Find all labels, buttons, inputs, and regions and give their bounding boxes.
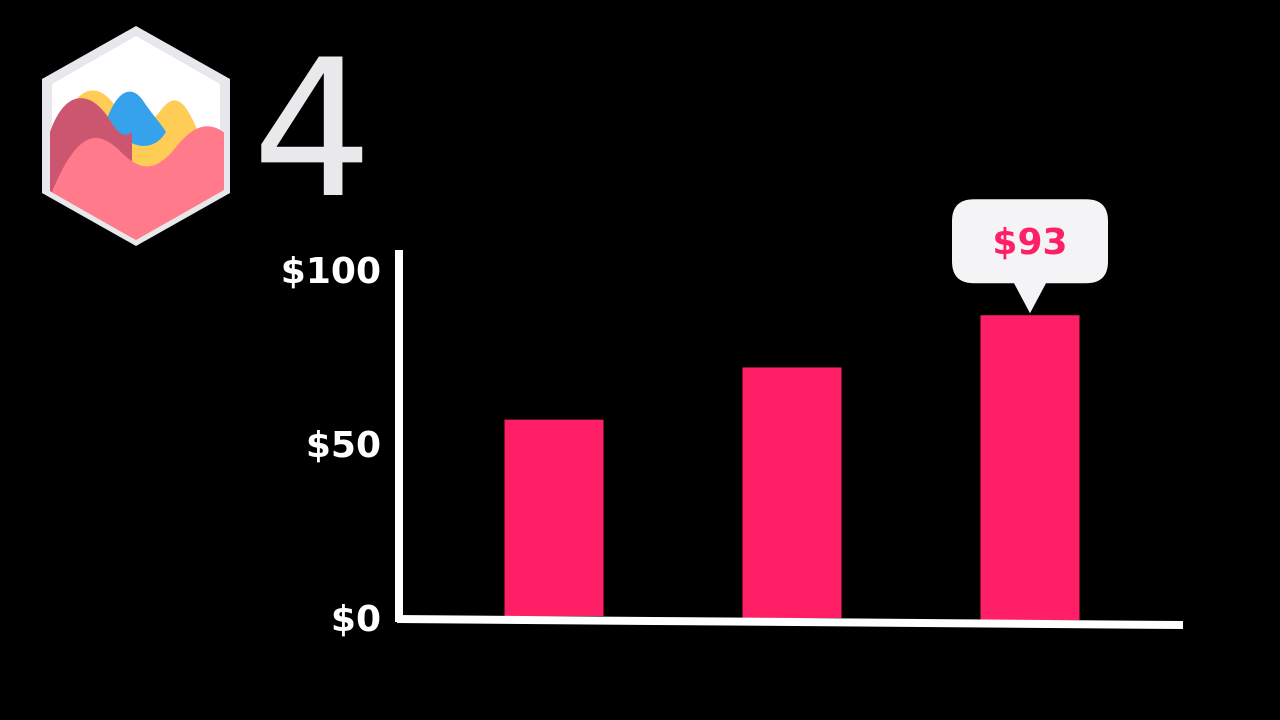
y-tick-label: $50: [306, 425, 381, 466]
version-number: 4: [252, 19, 373, 240]
bar-tooltip: $93: [952, 199, 1108, 314]
x-axis-line: [396, 615, 1184, 629]
y-axis-ticks: $0 $50 $100: [281, 251, 381, 640]
y-tick-label: $0: [331, 599, 381, 640]
tooltip-label: $93: [992, 222, 1067, 263]
bar[interactable]: [980, 315, 1080, 620]
bar[interactable]: [504, 419, 604, 616]
tooltip-box: [952, 199, 1108, 314]
chartjs-logo-icon: [42, 26, 230, 246]
y-tick-label: $100: [281, 251, 381, 292]
bars: [504, 315, 1080, 620]
bar[interactable]: [742, 367, 842, 618]
